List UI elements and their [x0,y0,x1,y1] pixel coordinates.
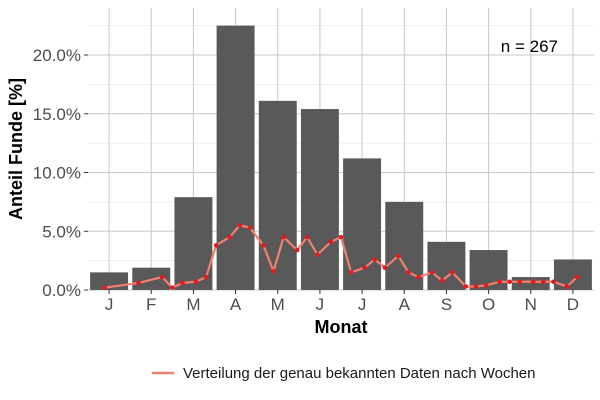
line-point-8 [213,243,219,248]
line-point-36 [530,279,536,285]
line-point-39 [564,284,570,289]
line-point-9 [227,234,232,240]
line-point-40 [574,274,580,280]
x-tick-label: O [482,295,495,314]
line-point-4 [170,285,175,290]
bar-7 [343,158,382,290]
x-tick-label: S [441,295,452,314]
line-point-22 [372,257,378,262]
line-point-33 [497,279,502,285]
line-point-30 [463,284,469,289]
x-tick-label: D [567,295,579,314]
y-tick-label: 20.0% [33,46,81,65]
line-point-17 [315,252,320,258]
line-point-31 [473,284,479,289]
line-point-3 [159,274,165,280]
line-point-29 [450,270,455,275]
legend-label: Verteilung der genau bekannten Daten nac… [183,365,536,382]
line-point-1 [102,285,108,290]
line-point-21 [362,265,367,270]
line-point-32 [483,283,489,288]
y-tick-label: 10.0% [33,164,81,183]
bar-6 [300,109,339,290]
line-point-23 [382,265,388,270]
line-point-10 [237,223,243,228]
line-point-12 [261,243,266,248]
bar-5 [258,100,297,290]
x-tick-label: N [525,295,537,314]
x-tick-label: J [358,295,367,314]
line-point-15 [294,247,300,253]
line-point-16 [304,234,310,240]
y-axis-title: Anteil Funde [%] [6,78,26,220]
x-tick-label: J [105,295,114,314]
bar-9 [427,241,466,290]
line-point-38 [551,279,556,285]
line-point-13 [271,268,276,274]
line-point-37 [541,279,546,285]
legend: Verteilung der genau bekannten Daten nac… [152,365,536,382]
line-point-2 [136,280,141,286]
x-tick-label: F [146,295,156,314]
line-point-24 [396,253,401,259]
x-axis-title: Monat [315,317,368,337]
line-point-18 [328,239,334,245]
line-point-7 [203,274,209,280]
bar-10 [469,250,508,290]
line-point-26 [416,274,421,280]
line-point-34 [507,279,512,285]
y-tick-label: 5.0% [42,222,81,241]
line-point-11 [247,225,253,231]
bar-12 [553,259,592,290]
y-tick-label: 0.0% [42,281,81,300]
line-point-27 [429,270,435,275]
line-point-35 [517,279,523,285]
bars [90,25,592,290]
line-point-25 [406,270,411,275]
x-tick-label: A [399,295,411,314]
x-tick-label: M [271,295,285,314]
line-point-19 [338,234,344,240]
line-point-14 [281,234,286,240]
line-point-20 [348,270,354,275]
y-axis: 0.0% 5.0% 10.0% 15.0% 20.0% [33,46,88,300]
line-point-6 [193,279,199,285]
bar-4 [216,25,255,290]
x-tick-label: M [186,295,200,314]
weekly-line [104,224,578,289]
x-tick-label: A [230,295,242,314]
line-point-5 [180,280,185,286]
sample-size-annotation: n = 267 [501,37,558,56]
weekly-line-series [102,223,580,290]
y-tick-label: 15.0% [33,105,81,124]
x-tick-label: J [316,295,325,314]
line-point-28 [439,278,445,283]
